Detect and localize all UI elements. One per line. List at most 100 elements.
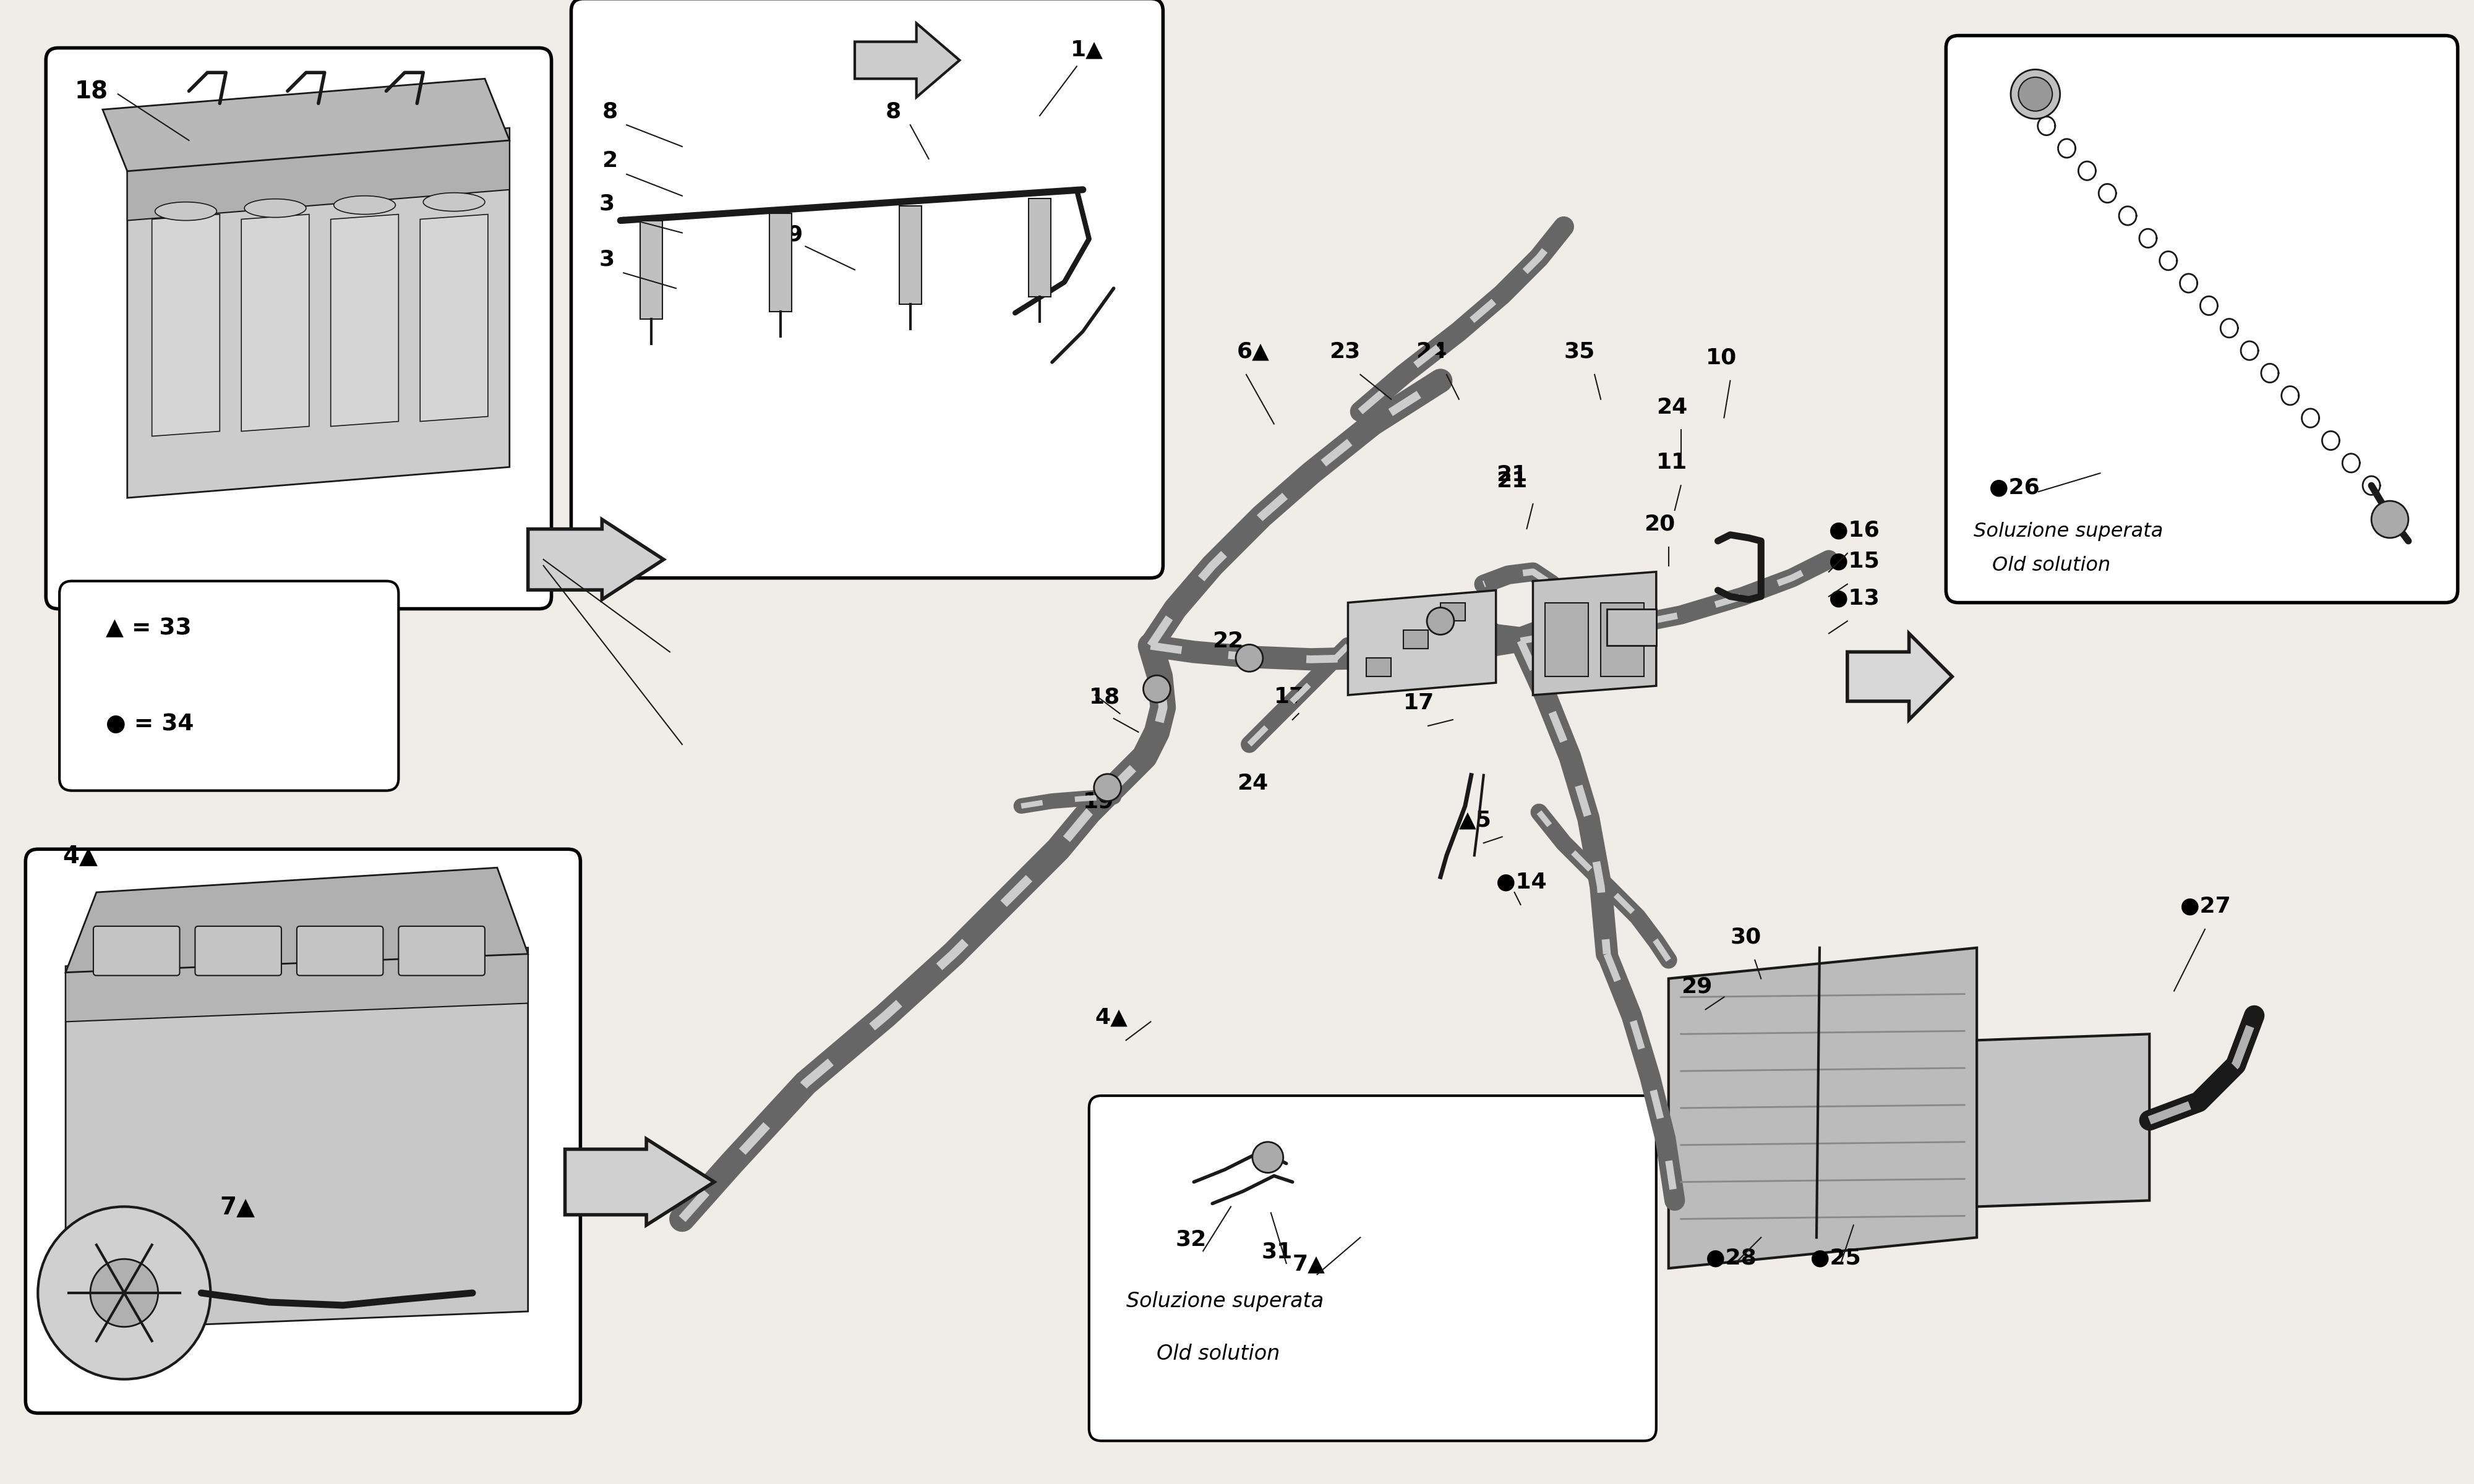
Ellipse shape	[2011, 70, 2061, 119]
Bar	[1366, 657, 1390, 677]
Polygon shape	[242, 214, 309, 432]
Text: Old solution: Old solution	[1992, 555, 2110, 574]
Text: 7▲: 7▲	[220, 1196, 255, 1218]
Text: ●27: ●27	[2180, 896, 2232, 917]
Circle shape	[1094, 775, 1121, 801]
Text: 21: 21	[1497, 464, 1526, 485]
Bar	[1029, 199, 1051, 297]
Ellipse shape	[423, 193, 485, 211]
Text: Old solution: Old solution	[1158, 1343, 1279, 1364]
Bar	[898, 206, 920, 304]
Text: 6▲: 6▲	[1237, 341, 1269, 362]
Text: 18: 18	[1089, 687, 1121, 708]
Text: ●13: ●13	[1828, 588, 1880, 608]
Polygon shape	[564, 1138, 715, 1226]
Text: Soluzione superata: Soluzione superata	[1126, 1291, 1324, 1312]
Text: 22: 22	[1212, 631, 1244, 651]
Ellipse shape	[156, 202, 218, 221]
Polygon shape	[332, 214, 398, 426]
Text: 17: 17	[1403, 693, 1435, 714]
Text: ●25: ●25	[1811, 1247, 1860, 1269]
Text: ●14: ●14	[1497, 871, 1546, 892]
Polygon shape	[151, 214, 220, 436]
Text: ▲5: ▲5	[1460, 810, 1492, 831]
FancyBboxPatch shape	[297, 926, 383, 975]
Text: 20: 20	[1643, 513, 1675, 534]
Text: ●26: ●26	[1989, 476, 2039, 497]
Bar	[769, 214, 792, 312]
Polygon shape	[101, 79, 510, 171]
Circle shape	[1143, 675, 1170, 702]
Text: 24: 24	[1415, 341, 1447, 362]
FancyBboxPatch shape	[571, 0, 1163, 577]
Text: 2: 2	[601, 150, 618, 171]
Text: ●28: ●28	[1705, 1247, 1757, 1269]
Text: Soluzione superata: Soluzione superata	[1974, 522, 2162, 542]
Text: 23: 23	[1329, 341, 1361, 362]
Text: ▲ = 33: ▲ = 33	[106, 617, 190, 640]
Polygon shape	[1667, 948, 1977, 1269]
Text: 22: 22	[1620, 619, 1650, 640]
Text: 17: 17	[1274, 687, 1306, 708]
Circle shape	[2373, 502, 2407, 537]
Text: ●12: ●12	[1546, 582, 1596, 603]
Bar	[1601, 603, 1643, 677]
Polygon shape	[126, 128, 510, 221]
Text: 31: 31	[1262, 1241, 1294, 1261]
Polygon shape	[67, 948, 527, 1022]
Bar	[1440, 603, 1465, 622]
Circle shape	[37, 1206, 210, 1379]
Circle shape	[1252, 1141, 1284, 1172]
Ellipse shape	[334, 196, 396, 214]
Polygon shape	[421, 214, 487, 421]
Text: 4▲: 4▲	[1096, 1006, 1128, 1028]
Text: 9: 9	[787, 224, 802, 245]
Text: 32: 32	[1175, 1229, 1207, 1250]
Text: 19: 19	[1084, 791, 1113, 812]
Bar	[1608, 608, 1655, 646]
FancyBboxPatch shape	[59, 582, 398, 791]
Bar	[1403, 631, 1427, 649]
Text: 3: 3	[599, 193, 614, 214]
Polygon shape	[1977, 1034, 2150, 1206]
Text: ●16: ●16	[1828, 519, 1880, 542]
Text: 8: 8	[601, 101, 618, 122]
Text: ●15: ●15	[1828, 551, 1880, 571]
Text: ● = 34: ● = 34	[106, 712, 193, 735]
Text: 10: 10	[1705, 347, 1737, 368]
Text: 7▲: 7▲	[1291, 1254, 1326, 1275]
Polygon shape	[854, 24, 960, 98]
Text: 30: 30	[1729, 926, 1761, 948]
Bar	[1546, 603, 1588, 677]
Text: 21: 21	[1497, 470, 1526, 491]
Polygon shape	[126, 128, 510, 497]
Polygon shape	[1534, 571, 1655, 695]
Ellipse shape	[2019, 77, 2053, 111]
Text: 24: 24	[1237, 773, 1269, 794]
Polygon shape	[527, 519, 663, 600]
FancyBboxPatch shape	[47, 47, 552, 608]
Polygon shape	[67, 948, 527, 1330]
Polygon shape	[67, 868, 527, 972]
FancyBboxPatch shape	[398, 926, 485, 975]
Bar	[641, 221, 663, 319]
Ellipse shape	[245, 199, 307, 217]
Polygon shape	[1348, 591, 1497, 695]
Text: 3: 3	[599, 249, 614, 270]
Text: 35: 35	[1564, 341, 1596, 362]
FancyBboxPatch shape	[25, 849, 581, 1413]
Text: 8: 8	[886, 101, 901, 122]
FancyBboxPatch shape	[1947, 36, 2457, 603]
Circle shape	[89, 1258, 158, 1327]
Text: 18: 18	[74, 80, 109, 104]
Circle shape	[1427, 607, 1455, 635]
Text: 24: 24	[1655, 396, 1687, 417]
FancyBboxPatch shape	[1089, 1095, 1655, 1441]
FancyBboxPatch shape	[195, 926, 282, 975]
Polygon shape	[1848, 634, 1952, 720]
Circle shape	[1237, 644, 1262, 672]
Text: 11: 11	[1655, 453, 1687, 473]
FancyBboxPatch shape	[94, 926, 181, 975]
Text: 29: 29	[1680, 976, 1712, 997]
Text: 4▲: 4▲	[62, 844, 96, 868]
